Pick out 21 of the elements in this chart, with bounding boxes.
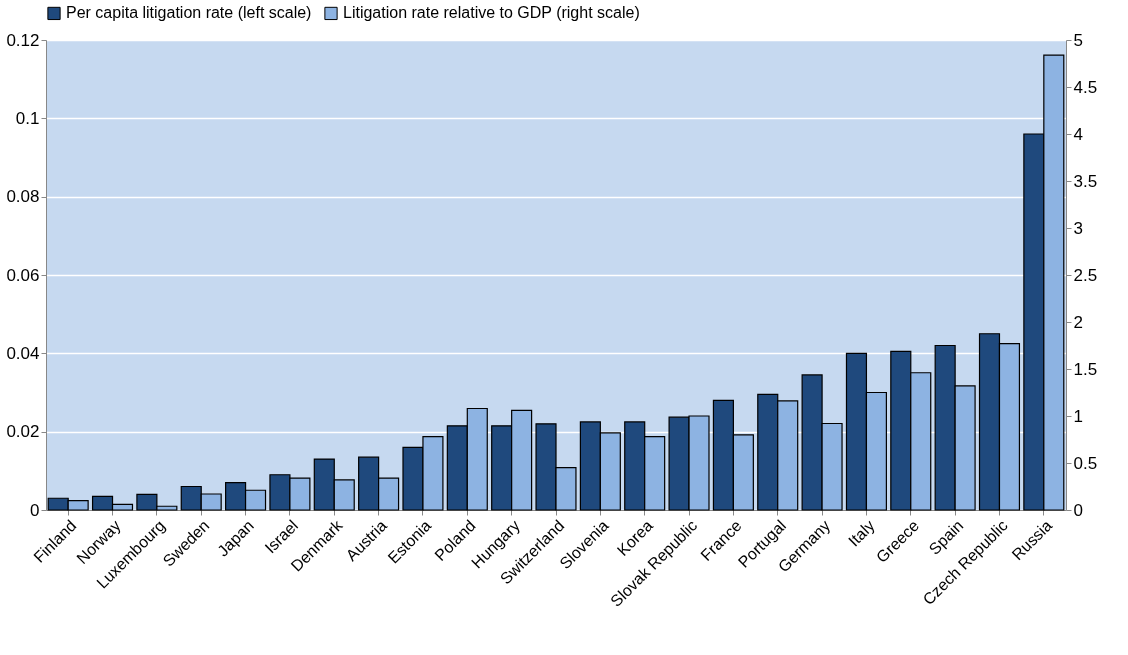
y2-tick-label: 3.5 — [1073, 171, 1098, 191]
y-tick-label: 0.04 — [6, 343, 40, 363]
y-tick-label: 0.08 — [6, 187, 40, 207]
legend-label: Per capita litigation rate (left scale) — [66, 4, 312, 22]
y2-tick-label: 0.5 — [1073, 453, 1098, 473]
y2-tick-label: 1.5 — [1073, 359, 1098, 379]
y2-tick-label: 4.5 — [1073, 77, 1098, 97]
y-tick-label: 0.06 — [6, 265, 40, 285]
y-tick-label: 0.02 — [6, 422, 40, 442]
y2-tick-label: 2.5 — [1073, 265, 1098, 285]
y2-tick-label: 2 — [1073, 312, 1083, 332]
y-tick-label: 0 — [30, 500, 40, 520]
x-tick-label: Italy — [844, 516, 878, 550]
legend-label: Litigation rate relative to GDP (right scale) — [343, 4, 640, 22]
y2-tick-label: 5 — [1073, 30, 1083, 50]
y2-tick-label: 3 — [1073, 218, 1083, 238]
y2-tick-label: 4 — [1073, 124, 1083, 144]
y-tick-label: 0.1 — [15, 108, 40, 128]
y2-tick-label: 0 — [1073, 500, 1083, 520]
y2-tick-label: 1 — [1073, 406, 1083, 426]
y-tick-label: 0.12 — [6, 30, 40, 50]
